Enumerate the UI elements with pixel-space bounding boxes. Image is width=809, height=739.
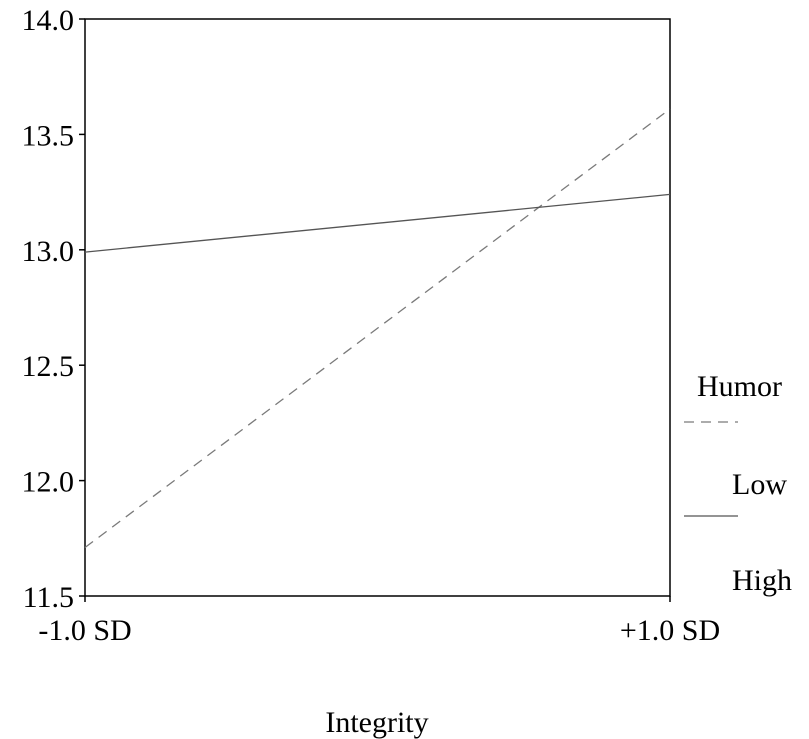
series-line-high	[84, 193, 671, 253]
y-tick-label: 12.0	[22, 466, 75, 499]
x-axis-ticks: -1.0 SD +1.0 SD	[38, 596, 720, 647]
y-tick-label: 11.5	[23, 581, 74, 614]
y-tick-label: 14.0	[22, 4, 75, 37]
legend-title: Humor	[697, 370, 782, 403]
y-tick-label: 13.5	[22, 119, 75, 152]
y-tick-label: 13.0	[22, 235, 75, 268]
x-tick-label: -1.0 SD	[38, 614, 131, 647]
plot-frame	[84, 18, 671, 597]
x-axis-label: Integrity	[325, 706, 428, 739]
plot-border	[84, 18, 671, 597]
series-line-low	[84, 108, 671, 549]
legend-label-low: Low	[732, 468, 787, 501]
legend-label-high: High	[732, 564, 792, 597]
y-axis-ticks: 11.5 12.0 12.5 13.0 13.5 14.0	[22, 4, 85, 614]
series-lines	[84, 108, 671, 549]
legend: Humor Low High	[684, 370, 792, 597]
x-tick-label: +1.0 SD	[620, 614, 720, 647]
y-tick-label: 12.5	[22, 350, 75, 383]
